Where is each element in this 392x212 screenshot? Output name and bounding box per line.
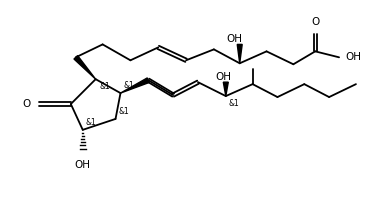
Text: &1: &1 (123, 81, 134, 90)
Polygon shape (74, 56, 96, 79)
Text: &1: &1 (100, 82, 111, 91)
Text: O: O (23, 99, 31, 109)
Text: &1: &1 (229, 99, 240, 108)
Polygon shape (223, 82, 228, 96)
Text: OH: OH (227, 35, 243, 45)
Polygon shape (237, 44, 242, 63)
Text: &1: &1 (86, 118, 96, 127)
Polygon shape (120, 78, 149, 93)
Text: &1: &1 (118, 107, 129, 116)
Text: OH: OH (216, 72, 232, 82)
Text: O: O (311, 17, 319, 26)
Text: OH: OH (345, 52, 361, 62)
Text: OH: OH (75, 160, 91, 170)
